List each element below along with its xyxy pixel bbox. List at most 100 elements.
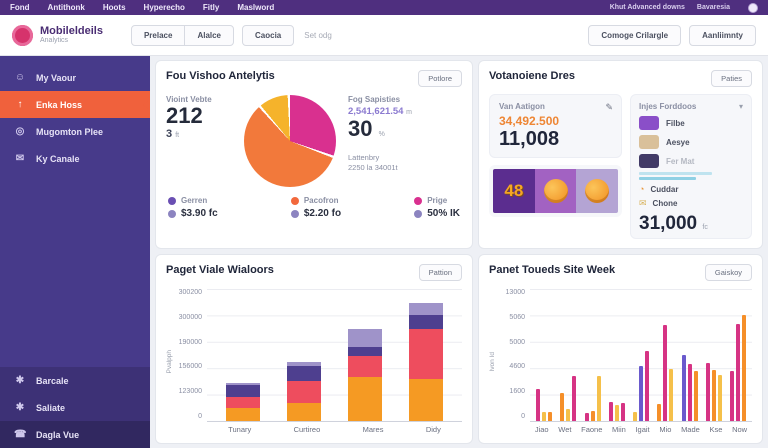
panel-list-item[interactable]: Filbe <box>639 116 743 130</box>
bar[interactable] <box>705 363 710 421</box>
bar[interactable] <box>736 324 740 421</box>
bar[interactable] <box>548 411 552 421</box>
bars[interactable] <box>207 289 462 422</box>
card-action-button[interactable]: Potlore <box>418 70 462 87</box>
compare-button[interactable]: Comoge Crilargle <box>588 24 682 46</box>
sidebar-item-barcale[interactable]: ✱ Barcale <box>0 367 150 394</box>
y-tick-label: 123000 <box>178 388 202 396</box>
analytics-button[interactable]: Aanliimnty <box>689 24 756 46</box>
legend-name: Prige <box>427 196 448 205</box>
legend-value-row: 50% IK <box>414 208 460 219</box>
sidebar-item-ky-canale[interactable]: ✉ Ky Canale <box>0 145 150 172</box>
segmented-option-2[interactable]: Alalce <box>197 30 222 40</box>
bar[interactable] <box>596 376 601 421</box>
x-tick-label: Mio <box>659 425 672 434</box>
promo-banner[interactable]: 48 <box>489 165 622 217</box>
bar[interactable] <box>620 402 625 421</box>
legend-name-row: Pacofron <box>290 196 341 205</box>
bar[interactable] <box>590 410 595 421</box>
header-button[interactable]: Caocia <box>242 24 295 46</box>
card-action-button[interactable]: Gaiskoy <box>704 264 752 281</box>
topnav-item[interactable]: Hyperecho <box>143 3 185 12</box>
bar-segment <box>347 328 382 347</box>
legend-value: $2.20 fo <box>303 208 342 219</box>
user-icon: ☺ <box>14 72 26 83</box>
panel-row[interactable]: ◔ Cuddar <box>639 184 743 194</box>
stat-label: Vioint Vebte <box>166 95 212 104</box>
legend-dot-icon <box>290 196 299 205</box>
bar[interactable] <box>742 315 746 421</box>
bar[interactable] <box>693 371 698 421</box>
topbar-link[interactable]: Khut Advanced downs <box>609 4 685 11</box>
stat-value: 11,008 <box>499 128 560 150</box>
x-tick-label: Now <box>732 425 748 434</box>
y-tick-label: 0 <box>198 412 202 420</box>
mail-icon: ✉ <box>639 198 647 208</box>
bar[interactable] <box>663 325 668 421</box>
y-tick-label: 5000 <box>509 338 525 346</box>
sidebar-item-mugomton-plee[interactable]: ◎ Mugomton Plee <box>0 118 150 145</box>
bar[interactable] <box>633 412 637 421</box>
bar[interactable] <box>669 369 674 421</box>
bar[interactable] <box>645 350 649 421</box>
x-tick-label: Wet <box>558 425 572 434</box>
topbar-link[interactable]: Bavaresia <box>696 4 730 11</box>
sidebar-item-my-vaour[interactable]: ☺ My Vaour <box>0 64 150 91</box>
stacked-bar[interactable] <box>287 289 322 421</box>
puzzle-icon: ✱ <box>15 402 25 413</box>
user-avatar-icon[interactable] <box>748 2 758 13</box>
segmented-option-1[interactable]: Prelace <box>132 25 186 45</box>
sidebar-item-saliate[interactable]: ✱ Saliate <box>0 394 150 421</box>
card-title: Paget Viale Wialoors <box>166 264 274 276</box>
bar[interactable] <box>566 409 571 421</box>
card-action-button[interactable]: Pattion <box>418 264 462 281</box>
sidebar-item-dagla-vue[interactable]: ☎ Dagla Vue <box>0 421 150 448</box>
topnav-item[interactable]: Hoots <box>102 3 126 12</box>
pie-chart[interactable] <box>244 95 336 187</box>
panel-item-label: Aesye <box>666 137 690 147</box>
bar[interactable] <box>560 392 565 421</box>
stacked-bar[interactable] <box>226 289 261 421</box>
y-axis-label: Ivon Id <box>489 351 496 372</box>
y-tick-label: 0 <box>521 412 525 420</box>
stacked-bar[interactable] <box>408 289 443 421</box>
banner-segment-1: 48 <box>493 169 535 213</box>
card-title: Votanoiene Dres <box>489 70 575 82</box>
topnav-item[interactable]: Maslword <box>237 3 275 12</box>
bar-segment <box>287 365 322 381</box>
stacked-bar[interactable] <box>347 289 382 421</box>
edit-pencil-icon[interactable]: ✎ <box>605 102 613 112</box>
bar[interactable] <box>614 405 619 421</box>
arrow-up-icon: ↑ <box>17 99 23 110</box>
brand-subtitle: Analytics <box>40 37 69 44</box>
panel-list-item[interactable]: Fer Mat <box>639 154 743 168</box>
bar[interactable] <box>730 371 734 421</box>
bar-segment <box>408 379 443 421</box>
card-action-button[interactable]: Paties <box>711 70 752 87</box>
bar[interactable] <box>711 370 716 421</box>
bar[interactable] <box>536 388 540 421</box>
sidebar-item-enka-hoss[interactable]: ↑ Enka Hoss <box>0 91 150 118</box>
bar[interactable] <box>657 404 662 421</box>
bar[interactable] <box>608 402 613 421</box>
bar[interactable] <box>584 413 589 421</box>
panel-row[interactable]: ✉ Chone <box>639 198 743 209</box>
bar[interactable] <box>717 375 722 421</box>
panel-list-item[interactable]: Aesye <box>639 135 743 149</box>
topnav-item[interactable]: Fond <box>10 3 30 12</box>
bar[interactable] <box>639 366 643 421</box>
panel-rows: ◔ Cuddar ✉ Chone <box>639 180 743 209</box>
topnav-item[interactable]: Fitly <box>202 3 220 12</box>
topnav-item[interactable]: Antithonk <box>47 3 85 12</box>
bar-segment <box>226 396 261 408</box>
bar[interactable] <box>572 376 577 421</box>
bars[interactable] <box>530 289 752 422</box>
bar[interactable] <box>681 354 686 421</box>
legend-value-row: $3.90 fc <box>168 208 218 219</box>
card-head: Votanoiene Dres Paties <box>489 70 752 87</box>
header-controls: Prelace Alalce Caocia Set odg <box>130 24 332 46</box>
bar[interactable] <box>687 364 692 421</box>
bar[interactable] <box>542 411 546 421</box>
legend-value: 50% IK <box>427 208 460 219</box>
chevron-down-icon[interactable]: ▾ <box>738 102 743 111</box>
